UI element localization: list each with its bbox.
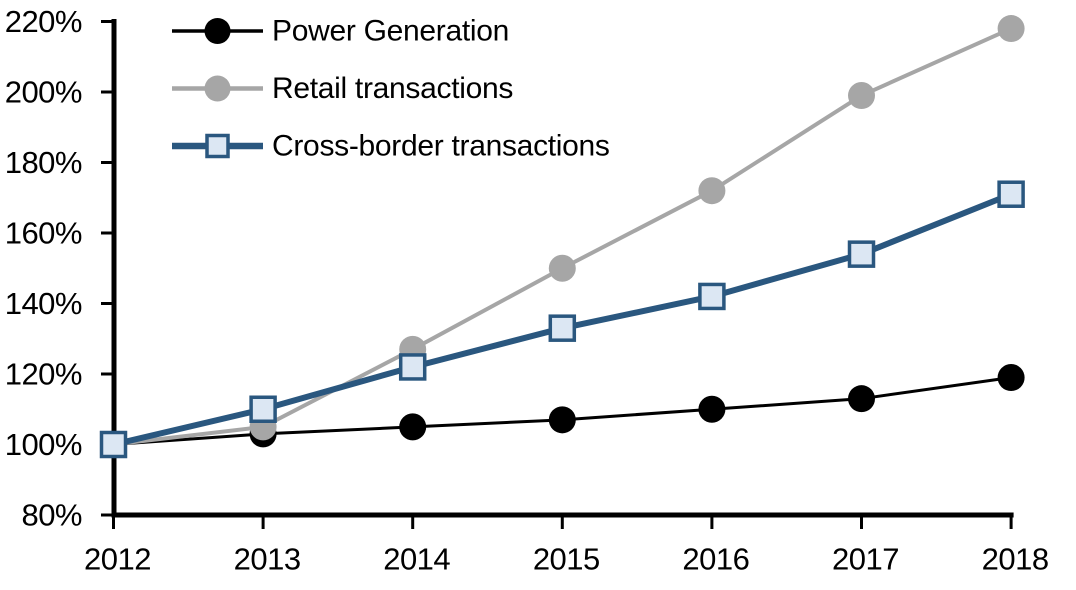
y-tick-label: 80% [21, 498, 82, 533]
data-point-marker [249, 395, 277, 423]
data-point-marker [997, 364, 1025, 392]
y-tick-label: 120% [5, 357, 82, 392]
y-tick-label: 220% [5, 4, 82, 39]
data-point-marker [548, 406, 576, 434]
data-point-marker [698, 282, 726, 311]
data-point-marker [548, 314, 577, 342]
data-point-marker [997, 15, 1025, 43]
y-tick-label: 100% [5, 427, 82, 462]
x-tick-label: 2015 [533, 542, 600, 577]
data-point-marker [205, 133, 230, 159]
axes: 80% 100% 120% 140% 160% 180% 200% 220% 2012 2013 2… [5, 4, 1049, 577]
data-point-marker [848, 82, 875, 110]
x-tick-label: 2016 [682, 542, 749, 577]
data-point-marker [847, 240, 876, 268]
x-tick-label: 2013 [234, 542, 301, 577]
data-point-marker [399, 413, 427, 441]
series-power-generation [100, 364, 1025, 458]
legend-item-cross-border-transactions: Cross-border transactions [172, 130, 610, 163]
x-tick-label: 2012 [84, 542, 151, 577]
x-tick-label: 2014 [383, 542, 450, 577]
series-retail-transactions [100, 15, 1025, 458]
data-point-marker [698, 177, 726, 205]
data-point-marker [848, 385, 875, 413]
data-point-marker [698, 395, 726, 423]
data-point-marker [99, 430, 128, 459]
legend-label: Retail transactions [272, 72, 513, 105]
y-tick-label: 160% [5, 216, 82, 251]
legend-label: Power Generation [272, 15, 509, 48]
data-point-marker [398, 353, 427, 381]
x-tick-label: 2017 [832, 542, 899, 577]
data-point-marker [548, 254, 576, 282]
data-point-marker [997, 180, 1025, 208]
y-tick-label: 140% [5, 286, 82, 321]
legend-item-retail-transactions: Retail transactions [172, 72, 513, 105]
data-point-marker [204, 75, 231, 102]
legend: Power Generation Retail transactions Cross… [172, 15, 610, 163]
y-tick-label: 200% [5, 75, 82, 110]
legend-item-power-generation: Power Generation [172, 15, 509, 48]
series-line [113, 26, 1012, 447]
x-tick-label: 2018 [982, 542, 1049, 577]
data-point-marker [204, 18, 231, 44]
y-tick-label: 180% [5, 145, 82, 180]
series-cross-border-transactions [99, 180, 1025, 459]
legend-label: Cross-border transactions [272, 130, 610, 163]
